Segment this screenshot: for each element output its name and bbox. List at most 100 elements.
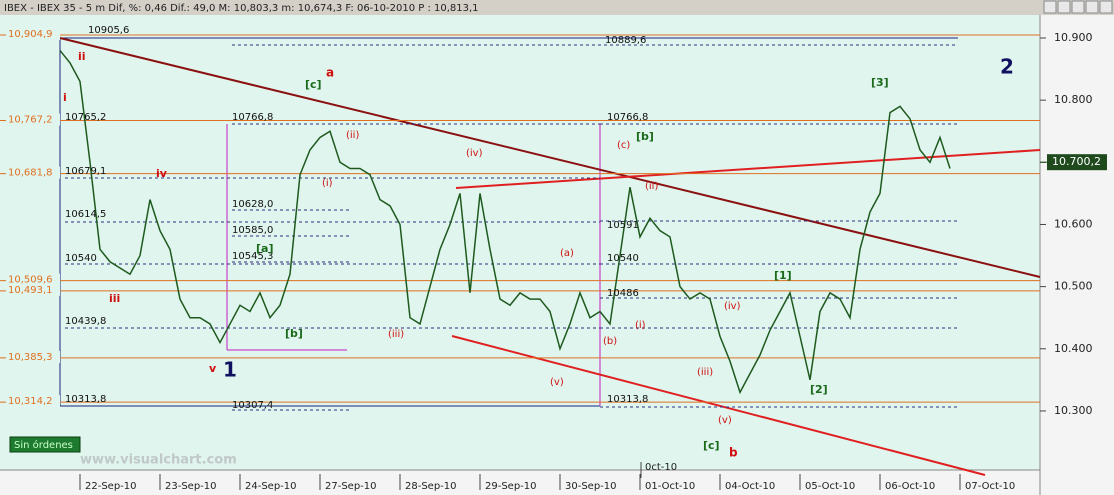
annotation: [3]: [871, 76, 889, 89]
level-label: 10,314,2: [8, 396, 53, 407]
header-bar: [0, 0, 1114, 15]
price-line: [59, 49, 951, 395]
annotation: 10307,4: [232, 400, 273, 411]
annotation: (iv): [724, 301, 741, 312]
x-tick-label: 07-Oct-10: [965, 481, 1015, 492]
last-price-label: 10.700,2: [1052, 155, 1101, 168]
annotation: 10614,5: [65, 209, 106, 220]
x-tick-label: 05-Oct-10: [805, 481, 855, 492]
x-tick-label: 29-Sep-10: [485, 481, 537, 492]
annotation: 10766,8: [232, 112, 273, 123]
trend-line: [451, 335, 986, 476]
level-label: 10,385,3: [8, 352, 53, 363]
annotation: 10313,8: [607, 394, 648, 405]
last-price-box: [1047, 154, 1107, 171]
btn[interactable]: [1071, 0, 1085, 14]
axis-note: 0ct-10: [645, 462, 677, 473]
x-tick-label: 30-Sep-10: [565, 481, 617, 492]
annotation: [c]: [703, 439, 720, 452]
annotation: ii: [78, 50, 86, 63]
annotation: 10765,2: [65, 112, 106, 123]
x-tick-label: 01-Oct-10: [645, 481, 695, 492]
annotation: 10889,6: [605, 35, 646, 46]
y-axis-area: [1040, 15, 1114, 495]
annotation: 10766,8: [607, 112, 648, 123]
watermark: www.visualchart.com: [80, 453, 237, 468]
trend-line: [59, 37, 1041, 278]
annotation: a: [326, 66, 334, 80]
level-label: 10,509,6: [8, 275, 53, 286]
annotation: 10545,3: [232, 251, 273, 262]
annotation: b: [729, 446, 738, 460]
level-label-bg: [6, 113, 60, 126]
btn[interactable]: [1099, 0, 1113, 14]
orders-button[interactable]: [9, 436, 81, 453]
btn[interactable]: [1057, 0, 1071, 14]
y-tick-label: 10.900: [1054, 31, 1093, 44]
level-label-bg: [6, 350, 60, 363]
level-label-bg: [6, 395, 60, 408]
annotation: 10439,8: [65, 316, 106, 327]
annotation: [b]: [636, 130, 654, 143]
annotation: (ii): [346, 130, 359, 141]
annotation: 2: [1000, 55, 1014, 79]
x-tick-label: 24-Sep-10: [245, 481, 297, 492]
annotation: iii: [109, 292, 120, 305]
annotation: [a]: [256, 242, 273, 255]
level-label: 10,681,8: [8, 168, 53, 179]
annotation: (ii): [645, 181, 658, 192]
level-label-bg: [6, 166, 60, 179]
level-label-bg: [6, 27, 60, 40]
annotation: 10905,6: [88, 25, 129, 36]
x-tick-label: 06-Oct-10: [885, 481, 935, 492]
annotation: (c): [617, 140, 630, 151]
y-tick-label: 10.500: [1054, 280, 1093, 293]
x-tick-label: 27-Sep-10: [325, 481, 377, 492]
level-label: 10,767,2: [8, 115, 53, 126]
header-text: IBEX - IBEX 35 - 5 m Dif, %: 0,46 Dif.: …: [4, 3, 479, 14]
x-axis-area: [0, 470, 1040, 495]
y-tick-label: 10.300: [1054, 404, 1093, 417]
x-tick-label: 28-Sep-10: [405, 481, 457, 492]
annotation: (a): [560, 248, 574, 259]
annotation: [b]: [285, 327, 303, 340]
drawing-tools: [59, 37, 1041, 476]
y-tick-label: 10.800: [1054, 93, 1093, 106]
level-label: 10,904,9: [8, 29, 53, 40]
annotation: 10591: [607, 220, 639, 231]
trend-line: [455, 149, 1041, 189]
annotation: v: [209, 362, 217, 375]
annotation: (i): [635, 320, 646, 331]
annotation: (v): [550, 377, 564, 388]
annotation: (iii): [697, 367, 713, 378]
annotation: 10540: [65, 253, 97, 264]
annotation: [2]: [810, 383, 828, 396]
level-label-bg: [6, 283, 60, 296]
plot-area: [0, 15, 1040, 470]
annotation: (b): [603, 336, 617, 347]
annotation: [1]: [774, 269, 792, 282]
y-tick-label: 10.600: [1054, 217, 1093, 230]
x-tick-label: 04-Oct-10: [725, 481, 775, 492]
annotation: 10628,0: [232, 199, 273, 210]
level-label-bg: [6, 273, 60, 286]
annotation: 10313,8: [65, 394, 106, 405]
orders-button-label[interactable]: Sin órdenes: [14, 439, 73, 451]
btn[interactable]: [1043, 0, 1057, 14]
y-tick-label: 10.400: [1054, 342, 1093, 355]
btn[interactable]: [1085, 0, 1099, 14]
annotation: (iv): [466, 148, 483, 159]
annotation: (i): [322, 178, 333, 189]
x-tick-label: 22-Sep-10: [85, 481, 137, 492]
annotation: (v): [718, 415, 732, 426]
annotation: 10585,0: [232, 225, 273, 236]
annotation: 10486: [607, 288, 639, 299]
x-tick-label: 23-Sep-10: [165, 481, 217, 492]
annotation: (iii): [388, 329, 404, 340]
annotation: i: [63, 91, 67, 104]
level-label: 10,493,1: [8, 285, 53, 296]
annotation: 1: [223, 358, 237, 382]
annotation: 10540: [607, 253, 639, 264]
annotation: iv: [156, 167, 168, 180]
